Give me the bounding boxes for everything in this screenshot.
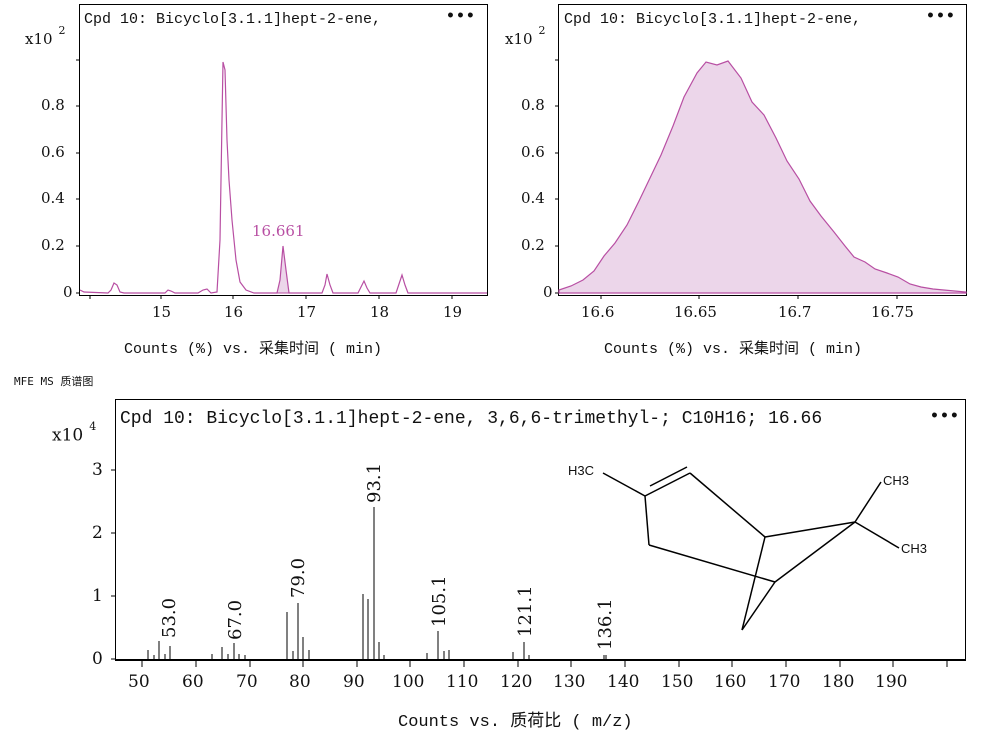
tl-x-tick: 15	[152, 303, 172, 321]
tl-x-tick: 16	[224, 303, 244, 321]
ms-x-tick: 90	[343, 672, 365, 692]
ms-x-tick: 60	[182, 672, 204, 692]
ms-y-tick: 1	[92, 586, 103, 606]
ms-x-tick: 140	[607, 672, 640, 692]
molecular-structure	[602, 466, 900, 631]
ms-x-tick: 160	[714, 672, 747, 692]
ms-y-tick: 3	[92, 460, 103, 480]
ms-x-tick: 190	[875, 672, 908, 692]
tr-y-exponent-base: x10	[505, 30, 533, 48]
tl-x-axis-title: Counts (%) vs. 采集时间 ( min)	[124, 341, 383, 358]
tr-x-axis-title: Counts (%) vs. 采集时间 ( min)	[604, 341, 863, 358]
ms-x-tick: 100	[392, 672, 425, 692]
ms-y-exponent: x10 4	[52, 420, 96, 446]
ms-x-tick: 150	[661, 672, 694, 692]
ms-more-menu-icon[interactable]: •••	[930, 408, 960, 424]
tr-y-tick: 0.8	[521, 96, 545, 114]
ms-x-tick: 110	[446, 672, 479, 692]
tl-y-exponent-power: 2	[58, 24, 66, 37]
tr-x-tick: 16.75	[871, 303, 914, 321]
structure-label-ch3-top: CH3	[883, 473, 910, 488]
tl-y-tick: 0	[63, 283, 73, 301]
structure-label-h3c: H3C	[568, 463, 595, 478]
tl-panel-title: Cpd 10: Bicyclo[3.1.1]hept-2-ene,	[84, 11, 382, 28]
ms-panel-title: Cpd 10: Bicyclo[3.1.1]hept-2-ene, 3,6,6-…	[120, 409, 823, 429]
tr-more-menu-icon[interactable]: •••	[926, 8, 956, 24]
ms-x-tick: 70	[236, 672, 258, 692]
tl-y-tick: 0.6	[41, 143, 65, 161]
ms-x-tick: 50	[128, 672, 150, 692]
tr-y-tick: 0.6	[521, 143, 545, 161]
tr-y-tick: 0.2	[521, 236, 545, 254]
tl-x-tick: 18	[370, 303, 390, 321]
ms-peak-label: 93.1	[364, 462, 385, 503]
tr-y-tick: 0.4	[521, 189, 545, 207]
ms-peak-label: 67.0	[225, 599, 246, 640]
ms-y-exponent-power: 4	[89, 420, 97, 433]
ms-x-axis-title: Counts vs. 质荷比 ( m/z)	[398, 713, 633, 732]
tr-x-tick: 16.6	[581, 303, 615, 321]
tl-y-tick: 0.8	[41, 96, 65, 114]
ms-peak-label: 79.0	[288, 557, 309, 598]
ms-y-tick: 0	[92, 649, 103, 669]
tl-y-tick: 0.4	[41, 189, 65, 207]
structure-label-ch3-bottom: CH3	[901, 541, 928, 556]
tr-y-exponent: x10 2	[505, 24, 546, 48]
ms-x-tick: 80	[289, 672, 311, 692]
ms-x-tick: 170	[768, 672, 801, 692]
tl-y-tick: 0.2	[41, 236, 65, 254]
ms-y-tick: 2	[92, 523, 103, 543]
tr-y-tick: 0	[543, 283, 553, 301]
ms-x-tick: 130	[553, 672, 586, 692]
ms-section-label: MFE MS 质谱图	[14, 375, 94, 388]
peak-annotation: 16.661	[252, 222, 305, 240]
tr-x-tick: 16.7	[778, 303, 812, 321]
ms-peak-label: 136.1	[595, 598, 616, 650]
ms-peak-label: 121.1	[515, 585, 536, 637]
tl-x-tick: 19	[443, 303, 463, 321]
tr-y-exponent-power: 2	[538, 24, 546, 37]
tr-panel-title: Cpd 10: Bicyclo[3.1.1]hept-2-ene,	[564, 11, 862, 28]
ms-peak-label: 105.1	[429, 575, 450, 627]
ms-x-tick: 120	[500, 672, 533, 692]
tl-x-tick: 17	[297, 303, 317, 321]
tl-y-exponent: x10 2	[25, 24, 66, 48]
ms-peak-label: 53.0	[159, 597, 180, 638]
tl-more-menu-icon[interactable]: •••	[446, 8, 476, 24]
tl-y-exponent-base: x10	[25, 30, 53, 48]
ms-y-exponent-base: x10	[52, 425, 84, 446]
ms-x-tick: 180	[822, 672, 855, 692]
tr-x-tick: 16.65	[674, 303, 717, 321]
